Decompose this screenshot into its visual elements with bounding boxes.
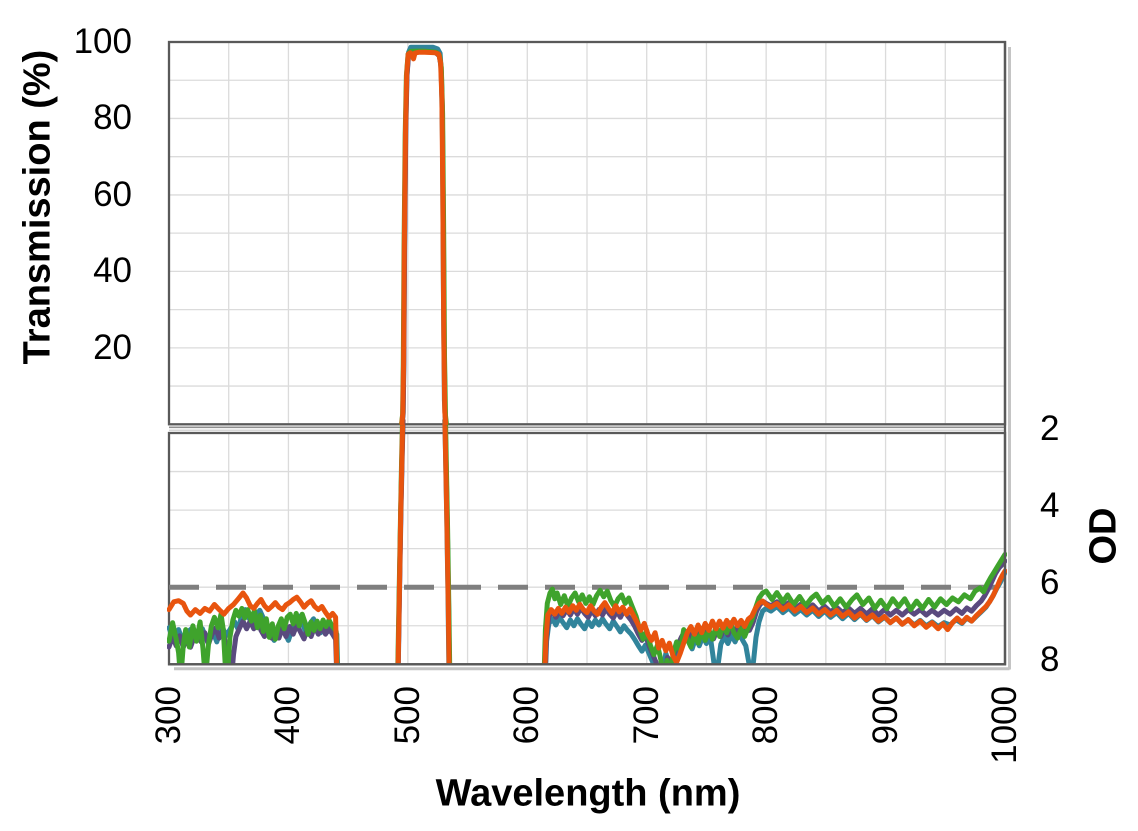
wavelength-tick-label: 300 [149,686,188,745]
transmission-tick-label: 40 [93,251,132,291]
wavelength-tick-label: 500 [387,686,427,745]
wavelength-tick-label: 700 [626,686,666,745]
bottom-panel-traces [167,419,1007,666]
transmission-tick-label: 100 [73,22,132,61]
transmission-tick-label: 60 [93,174,132,214]
panel-shadow [174,47,1011,671]
gridlines [170,43,1004,664]
border-overlay [168,41,1007,666]
wavelength-tick-label: 1000 [985,686,1024,764]
right-axis-title: OD [1082,507,1125,565]
series-green-od-trace [167,419,1007,666]
series-orange-od-trace [167,419,1007,666]
top-panel-traces [399,44,449,426]
transmission-tick-label: 80 [93,98,132,138]
x-axis-title: Wavelength (nm) [435,772,741,815]
od-tick-label: 6 [1040,563,1060,603]
od-tick-label: 4 [1040,486,1060,526]
wavelength-tick-label: 600 [507,686,547,745]
od-tick-label: 8 [1040,640,1060,680]
transmission-tick-label: 20 [93,327,132,367]
wavelength-tick-label: 800 [746,686,786,745]
wavelength-tick-label: 900 [865,686,905,745]
od-tick-label: 2 [1040,409,1060,448]
series-orange-transmission-trace [399,49,449,426]
wavelength-tick-label: 400 [268,686,308,745]
